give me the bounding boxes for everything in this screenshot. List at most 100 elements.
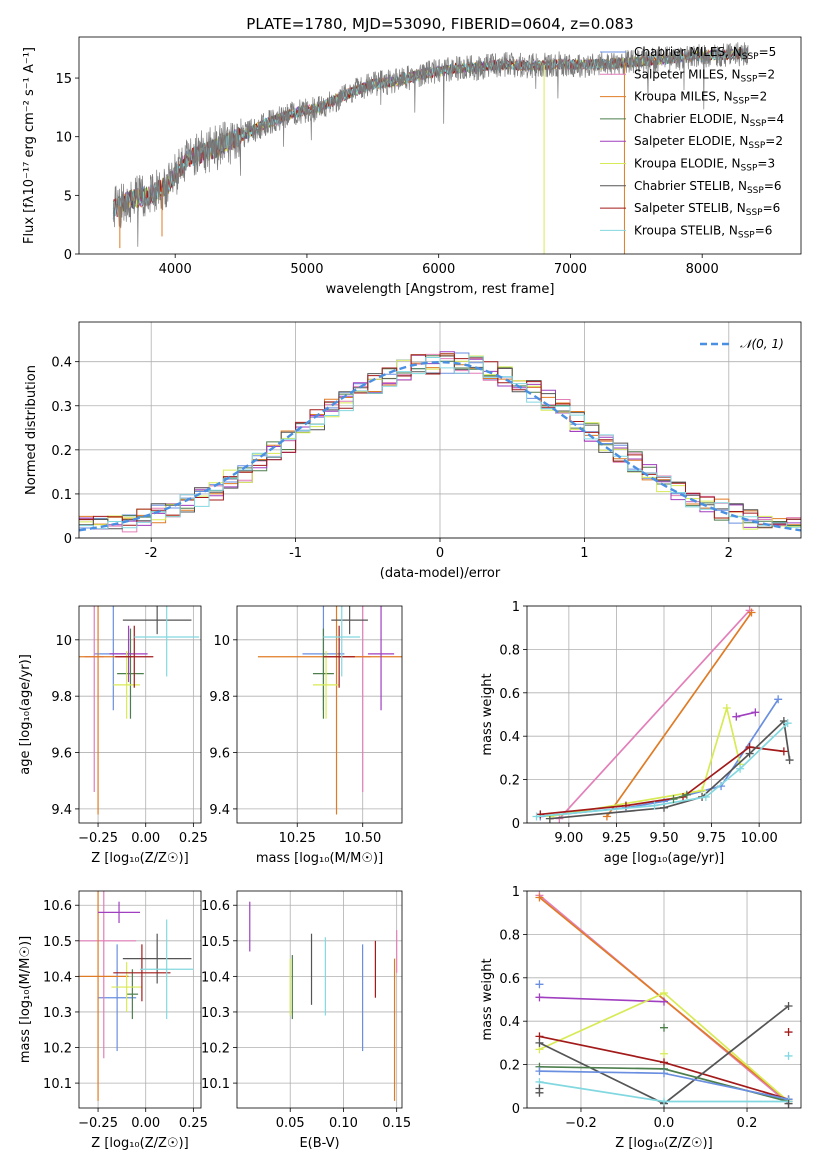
plot-area — [79, 891, 194, 1101]
point-marker — [535, 1084, 544, 1093]
x-tick-label: 0.00 — [131, 1116, 160, 1131]
axes-frame — [526, 605, 802, 824]
panel-mass-vs-ebv: 0.05 0.10 0.15 10.1 10.2 10.3 10.4 10.5 10.6 E(B-… — [201, 890, 411, 1151]
y-tick-label: 9.6 — [51, 747, 72, 762]
x-axis-label: wavelength [Angstrom, rest frame] — [326, 282, 555, 297]
point-marker — [779, 747, 788, 756]
legend-label: Chabrier ELODIE, NSSP=4 — [634, 112, 784, 129]
series-line-chabrier-miles — [540, 698, 779, 818]
point-marker — [745, 749, 754, 758]
legend-label-sub: SSP — [741, 74, 758, 84]
y-tick-label: 10 — [55, 131, 72, 146]
legend-label-main: Chabrier STELIB, N — [634, 179, 747, 193]
point-marker — [660, 1069, 668, 1078]
series-line-kroupa-miles — [606, 612, 753, 817]
legend-label-tail: =3 — [757, 157, 775, 171]
point-marker — [747, 608, 756, 617]
x-tick-label: 5000 — [290, 262, 323, 277]
y-tick-label: 15 — [55, 72, 72, 87]
legend-label-main: Salpeter MILES, N — [634, 67, 741, 81]
legend-label-main: Salpeter STELIB, N — [634, 201, 746, 215]
x-tick-label: 9.25 — [602, 831, 631, 846]
axes-frame — [526, 890, 802, 1109]
legend-label-main: Kroupa MILES, N — [634, 90, 733, 104]
point-marker — [701, 792, 710, 801]
y-tick-label: 0 — [64, 248, 72, 263]
y-tick-label: 0.8 — [499, 928, 520, 943]
y-axis-label: mass weight — [480, 958, 495, 1040]
x-axis-label: (data-model)/error — [380, 566, 501, 581]
y-tick-label: 10.2 — [201, 1042, 230, 1057]
histogram-kroupa-stelib — [79, 356, 801, 530]
series-line-salpeter-elodie — [539, 996, 665, 1003]
x-axis-label: age [log₁₀(age/yr)] — [604, 851, 725, 866]
y-tick-label: 1 — [512, 600, 520, 615]
x-tick-label: -2 — [145, 546, 158, 561]
plot-area — [79, 351, 801, 533]
point-marker — [784, 1051, 793, 1060]
x-tick-label: 0.05 — [276, 1116, 305, 1131]
x-axis-label: Z [log₁₀(Z/Z☉)] — [91, 1136, 188, 1151]
legend-label-tail: =6 — [764, 179, 782, 193]
axes-frame — [236, 605, 403, 824]
series-line-chabrier-stelib — [549, 719, 791, 820]
y-tick-label: 0.6 — [499, 687, 520, 702]
x-tick-label: 10.00 — [741, 831, 778, 846]
legend-label: Chabrier STELIB, NSSP=6 — [634, 179, 782, 196]
legend-label-sub: SSP — [733, 97, 750, 107]
x-tick-label: −0.25 — [78, 1116, 118, 1131]
legend-label-sub: SSP — [741, 164, 758, 174]
legend-label-main: Chabrier MILES, N — [634, 45, 742, 59]
legend-label-gaussian: 𝒩(0, 1) — [740, 337, 784, 351]
x-tick-label: 1 — [580, 546, 588, 561]
y-tick-label: 0.4 — [51, 356, 72, 371]
panel-massweight-vs-age: 9.00 9.25 9.50 9.75 10.00 0 0.2 0.4 0.6 0.8 1 age [… — [480, 600, 802, 866]
panel-age-vs-z: −0.25 0.00 0.25 9.4 9.6 9.8 10 Z [log₁₀(Z/Z☉)] a… — [18, 605, 208, 866]
y-tick-label: 10.6 — [201, 899, 230, 914]
y-tick-label: 1 — [512, 885, 520, 900]
y-axis-label: Normed distribution — [24, 365, 39, 495]
point-marker — [784, 1028, 793, 1037]
legend-label-main: Chabrier ELODIE, N — [634, 112, 750, 126]
legend-label: Salpeter STELIB, NSSP=6 — [634, 201, 780, 218]
point-marker — [660, 803, 668, 812]
axes-frame — [78, 890, 202, 1109]
point-marker — [660, 1023, 668, 1032]
figure-title: PLATE=1780, MJD=53090, FIBERID=0604, z=0… — [246, 15, 633, 33]
y-tick-label: 0 — [512, 817, 520, 832]
legend-label: Chabrier MILES, NSSP=5 — [634, 45, 776, 62]
x-tick-label: 0.00 — [131, 831, 160, 846]
x-tick-label: 0.15 — [382, 1116, 411, 1131]
point-marker — [660, 997, 668, 1006]
axes-frame — [236, 890, 403, 1109]
x-tick-label: -1 — [289, 546, 302, 561]
point-marker — [785, 756, 794, 765]
plot-area — [535, 891, 793, 1108]
y-tick-label: 0 — [64, 532, 72, 547]
panel-age-vs-mass: 10.25 10.50 9.4 9.6 9.8 10 mass [log₁₀(M/M☉)] — [209, 605, 403, 866]
y-tick-label: 10.1 — [201, 1077, 230, 1092]
legend-label-tail: =4 — [766, 112, 784, 126]
legend-label-sub: SSP — [738, 230, 755, 240]
gaussian-curve — [79, 360, 801, 532]
y-tick-label: 10.3 — [201, 1006, 230, 1021]
series-line-salpeter-miles — [558, 609, 751, 820]
y-axis-label: mass weight — [480, 673, 495, 755]
x-tick-label: 8000 — [686, 262, 719, 277]
panel-mass-vs-z: −0.25 0.00 0.25 10.1 10.2 10.3 10.4 10.5 10.6 Z [… — [18, 890, 208, 1151]
y-tick-label: 10.2 — [43, 1042, 72, 1057]
point-marker — [535, 1067, 544, 1076]
y-axis-label: Flux [fλ10⁻¹⁷ erg cm⁻² s⁻¹ A⁻¹] — [22, 47, 37, 244]
legend-label-sub: SSP — [747, 186, 764, 196]
point-marker — [751, 708, 760, 717]
y-tick-label: 9.8 — [51, 690, 72, 705]
axes-frame — [78, 321, 802, 539]
point-marker — [722, 703, 731, 712]
x-axis-label: mass [log₁₀(M/M☉)] — [256, 851, 383, 866]
x-tick-label: 2 — [725, 546, 733, 561]
y-tick-label: 10.3 — [43, 1006, 72, 1021]
x-tick-label: 9.00 — [554, 831, 583, 846]
y-tick-label: 10 — [213, 634, 230, 649]
legend-label-sub: SSP — [750, 119, 767, 129]
